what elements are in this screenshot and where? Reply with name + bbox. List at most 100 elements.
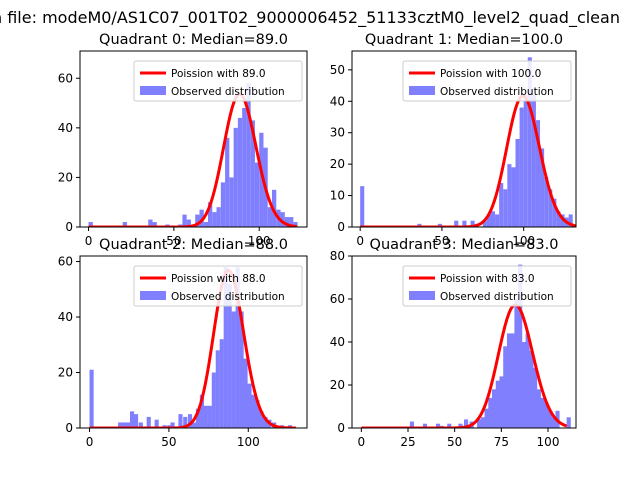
y-tick-label: 60 [58, 255, 73, 269]
histogram-bar [237, 117, 243, 227]
subplot-quadrant-3: 0 25 50 75 100 0 20 40 60 80 Quadrant 3: Median=83… [330, 237, 577, 449]
x-tick-label: 100 [237, 435, 260, 449]
histogram-bar [293, 222, 298, 227]
histogram-bar [503, 346, 508, 428]
histogram-bar [186, 219, 191, 227]
y-tick-label: 20 [58, 366, 73, 380]
histogram-bar [480, 417, 485, 428]
histogram-bar [437, 223, 442, 227]
histogram-bar [148, 219, 153, 227]
x-tick-label: 50 [161, 435, 176, 449]
histogram-bar [199, 209, 204, 227]
y-tick-label: 0 [337, 220, 345, 234]
histogram-bar [462, 220, 467, 227]
histogram-bar [560, 214, 565, 227]
legend: Poission with 100.0 Observed distribution [402, 60, 572, 102]
legend: Poission with 89.0 Observed distribution [133, 60, 303, 102]
histogram-bar [243, 358, 248, 428]
plot-area [361, 264, 571, 428]
histogram-bar [220, 182, 226, 227]
histogram-bar [231, 311, 236, 428]
histogram-bar [250, 120, 255, 227]
axes-frame [79, 50, 308, 228]
histogram-bar [254, 162, 260, 227]
x-tick-label: 25 [400, 435, 415, 449]
histogram-bar [535, 120, 541, 227]
histogram-bar [568, 214, 573, 227]
plot-area [89, 267, 296, 428]
histogram-bar [239, 311, 244, 428]
histogram-bar [490, 211, 496, 227]
legend-entry-observed: Observed distribution [171, 86, 285, 98]
histogram-bar [454, 220, 459, 227]
histogram-bar [436, 423, 441, 428]
histogram-bar [247, 383, 252, 428]
histogram-bar [521, 342, 526, 428]
histogram-bar [536, 389, 541, 428]
histogram-bar [138, 422, 143, 428]
legend-entry-poisson: Poission with 89.0 [171, 68, 266, 80]
histogram-bar [548, 410, 553, 428]
x-tick-label: 0 [356, 234, 364, 248]
legend-box [402, 265, 572, 307]
x-tick-label: 100 [248, 234, 271, 248]
histogram-bar [495, 380, 500, 428]
histogram-bar [544, 402, 549, 428]
x-tick-label: 50 [166, 234, 181, 248]
histogram-bar [544, 176, 549, 227]
histogram-bar [216, 207, 221, 227]
histogram-bar [227, 283, 232, 428]
histogram-bar [484, 408, 489, 428]
histogram-bar [154, 419, 159, 428]
subplot-quadrant-2: 0 50 100 0 20 40 60 Quadrant 2: Median=88.0 Pois… [58, 237, 308, 449]
histogram-bar [552, 198, 557, 227]
histogram-bar [511, 167, 516, 227]
x-tick-label: 100 [512, 234, 535, 248]
y-tick-label: 0 [65, 220, 73, 234]
legend-entry-observed: Observed distribution [440, 291, 554, 303]
plot-area [88, 83, 298, 227]
legend-box [133, 60, 303, 102]
histogram-bar [527, 57, 532, 227]
histogram-bar [191, 422, 197, 428]
subplot-title: Quadrant 1: Median=100.0 [365, 32, 563, 48]
legend-box [402, 60, 572, 102]
y-tick-label: 10 [330, 189, 345, 203]
y-tick-label: 40 [58, 121, 73, 135]
histogram-bar [470, 220, 475, 227]
axes-frame [79, 255, 308, 429]
legend-entry-poisson: Poission with 83.0 [440, 273, 535, 285]
y-tick-label: 30 [330, 126, 345, 140]
histogram-bar [215, 350, 220, 428]
y-tick-label: 0 [65, 421, 73, 435]
histogram-bar [255, 400, 260, 428]
histogram-bar [495, 214, 500, 227]
histogram-bar [251, 394, 256, 428]
legend-box [133, 265, 303, 307]
histogram-bar [133, 414, 139, 428]
x-tick-label: 75 [494, 435, 509, 449]
poisson-fit-line [88, 92, 297, 227]
histogram-bar [267, 207, 273, 227]
legend-bar-swatch [140, 86, 166, 95]
histogram-bar [551, 417, 556, 428]
x-tick-label: 50 [434, 234, 449, 248]
histogram-bar [458, 423, 463, 428]
histogram-bar [360, 186, 365, 227]
histogram-bar [525, 333, 530, 428]
histogram-bar [531, 95, 536, 227]
histogram-bar [488, 397, 493, 428]
legend-bar-swatch [140, 291, 166, 300]
histogram-bar [263, 416, 268, 428]
histogram-bar [187, 414, 193, 428]
histogram-bar [212, 212, 217, 227]
histogram-bar [223, 267, 228, 428]
histogram-bar [146, 416, 151, 428]
histogram-bar [499, 376, 504, 428]
histogram-bar [259, 411, 264, 428]
histogram-bar [280, 212, 285, 227]
x-tick-label: 0 [86, 435, 94, 449]
histogram-bar [503, 189, 508, 227]
histogram-bar [207, 405, 212, 428]
